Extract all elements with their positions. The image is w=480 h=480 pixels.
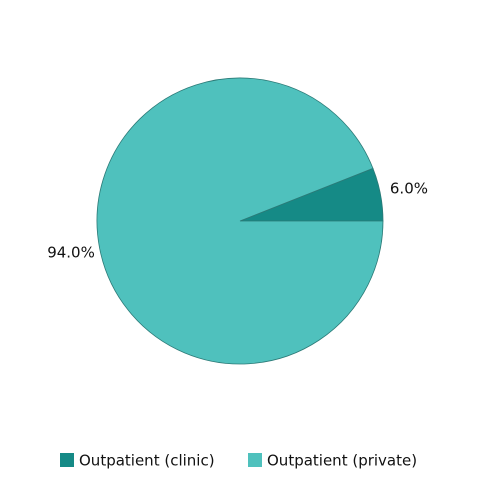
pie-slice <box>96 77 384 365</box>
legend-label: Outpatient (private) <box>267 452 417 470</box>
data-label: 6.0% <box>390 179 428 197</box>
legend-label: Outpatient (clinic) <box>79 452 215 470</box>
legend-swatch <box>60 453 74 467</box>
legend-swatch <box>248 453 262 467</box>
data-label: 94.0% <box>47 244 95 262</box>
